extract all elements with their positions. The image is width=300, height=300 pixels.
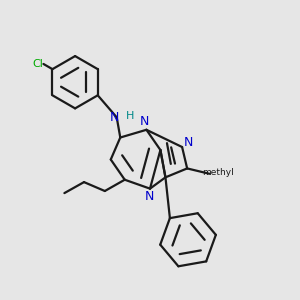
Text: N: N: [110, 111, 119, 124]
Text: H: H: [126, 111, 134, 121]
Text: N: N: [145, 190, 154, 203]
Text: methyl: methyl: [202, 168, 234, 177]
Text: N: N: [140, 115, 149, 128]
Text: Cl: Cl: [32, 59, 43, 69]
Text: N: N: [184, 136, 193, 149]
